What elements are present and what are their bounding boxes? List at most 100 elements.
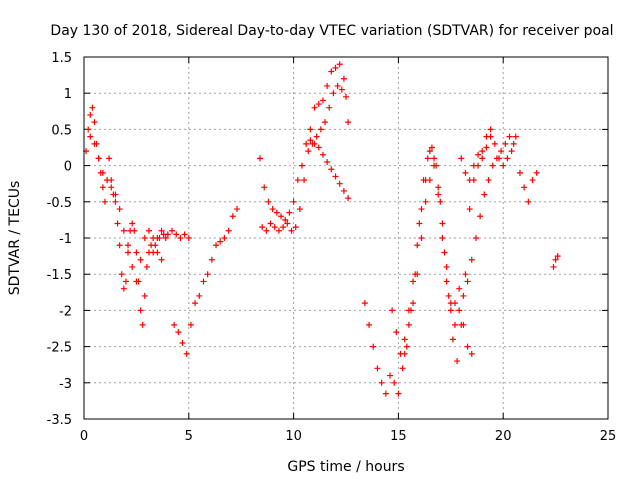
data-point — [271, 224, 278, 231]
data-point — [431, 162, 438, 169]
grid-lines — [84, 57, 608, 419]
data-point — [122, 278, 129, 285]
data-point — [154, 249, 161, 256]
data-point — [156, 235, 163, 241]
data-point — [487, 133, 494, 140]
data-point — [319, 97, 326, 104]
data-point — [120, 285, 127, 292]
data-point — [145, 227, 152, 234]
data-point — [280, 224, 287, 231]
data-point — [288, 227, 295, 234]
data-point — [89, 104, 96, 111]
data-point — [445, 292, 452, 299]
data-point — [181, 231, 188, 238]
data-point — [554, 253, 561, 260]
data-point — [173, 231, 180, 238]
data-point — [466, 177, 473, 184]
data-point — [164, 231, 171, 238]
data-point — [403, 343, 410, 350]
data-point — [324, 82, 331, 89]
data-point — [125, 242, 132, 249]
y-tick-label: -3 — [59, 377, 72, 392]
y-tick-label: 0 — [64, 160, 72, 175]
data-point — [491, 140, 498, 147]
y-tick-label: 1.5 — [51, 51, 72, 66]
data-point — [185, 235, 192, 241]
data-point — [257, 155, 264, 162]
data-point — [405, 307, 412, 314]
data-point — [387, 372, 394, 379]
y-tick-label: 1 — [64, 87, 72, 102]
data-point — [431, 155, 438, 162]
data-point — [152, 242, 159, 249]
data-point — [141, 235, 148, 241]
data-point — [305, 148, 312, 155]
data-point — [345, 119, 352, 126]
y-tick-label: -3.5 — [47, 413, 72, 428]
data-point — [87, 133, 94, 140]
data-point — [422, 198, 429, 205]
y-tick-label: 0.5 — [51, 123, 72, 138]
data-point — [550, 263, 557, 270]
data-point — [303, 140, 310, 147]
data-point — [133, 278, 140, 285]
data-point — [485, 177, 492, 184]
data-point — [95, 155, 102, 162]
data-point — [158, 256, 165, 263]
data-point — [311, 140, 318, 147]
data-point — [129, 220, 136, 227]
data-point — [366, 321, 373, 328]
data-point — [332, 64, 339, 71]
data-point — [462, 169, 469, 176]
data-point — [204, 271, 211, 278]
data-point — [328, 166, 335, 173]
data-point — [500, 162, 507, 169]
y-tick-label: -1.5 — [47, 268, 72, 283]
data-point — [345, 195, 352, 202]
data-point — [265, 198, 272, 205]
data-point — [451, 300, 458, 307]
plot-frame — [83, 56, 609, 420]
data-point — [177, 235, 184, 241]
data-point — [282, 216, 289, 223]
data-point — [175, 329, 182, 336]
data-point — [489, 162, 496, 169]
data-point — [479, 148, 486, 155]
data-point — [552, 256, 559, 263]
data-point — [324, 158, 331, 165]
data-point — [426, 148, 433, 155]
data-point — [99, 184, 106, 191]
data-point — [506, 133, 513, 140]
data-point — [401, 350, 408, 357]
data-point — [196, 292, 203, 299]
data-point — [477, 213, 484, 220]
x-tick-label: 25 — [600, 429, 617, 444]
data-point — [269, 206, 276, 213]
data-point — [330, 90, 337, 97]
data-point — [131, 227, 138, 234]
axis-ticks: 0 5 10 15 20 25 1.5 1 0.5 0 -0.5 -1 -1.5 -2 -2.5 -3 -3.5 — [47, 51, 617, 444]
data-point — [263, 227, 270, 234]
data-point — [529, 177, 536, 184]
data-point — [317, 126, 324, 133]
data-point — [451, 321, 458, 328]
data-point — [315, 144, 322, 151]
data-point — [322, 119, 329, 126]
data-point — [99, 169, 106, 176]
data-point — [468, 256, 475, 263]
data-point — [382, 390, 389, 397]
data-point — [443, 278, 450, 285]
data-point — [133, 249, 140, 256]
data-point — [466, 206, 473, 213]
data-point — [502, 140, 509, 147]
data-point — [435, 184, 442, 191]
data-point — [510, 140, 517, 147]
data-point — [261, 184, 268, 191]
data-point — [370, 343, 377, 350]
data-point — [439, 220, 446, 227]
data-point — [343, 93, 349, 100]
data-point — [374, 365, 381, 372]
data-point — [118, 271, 125, 278]
y-tick-label: -2.5 — [47, 341, 72, 356]
